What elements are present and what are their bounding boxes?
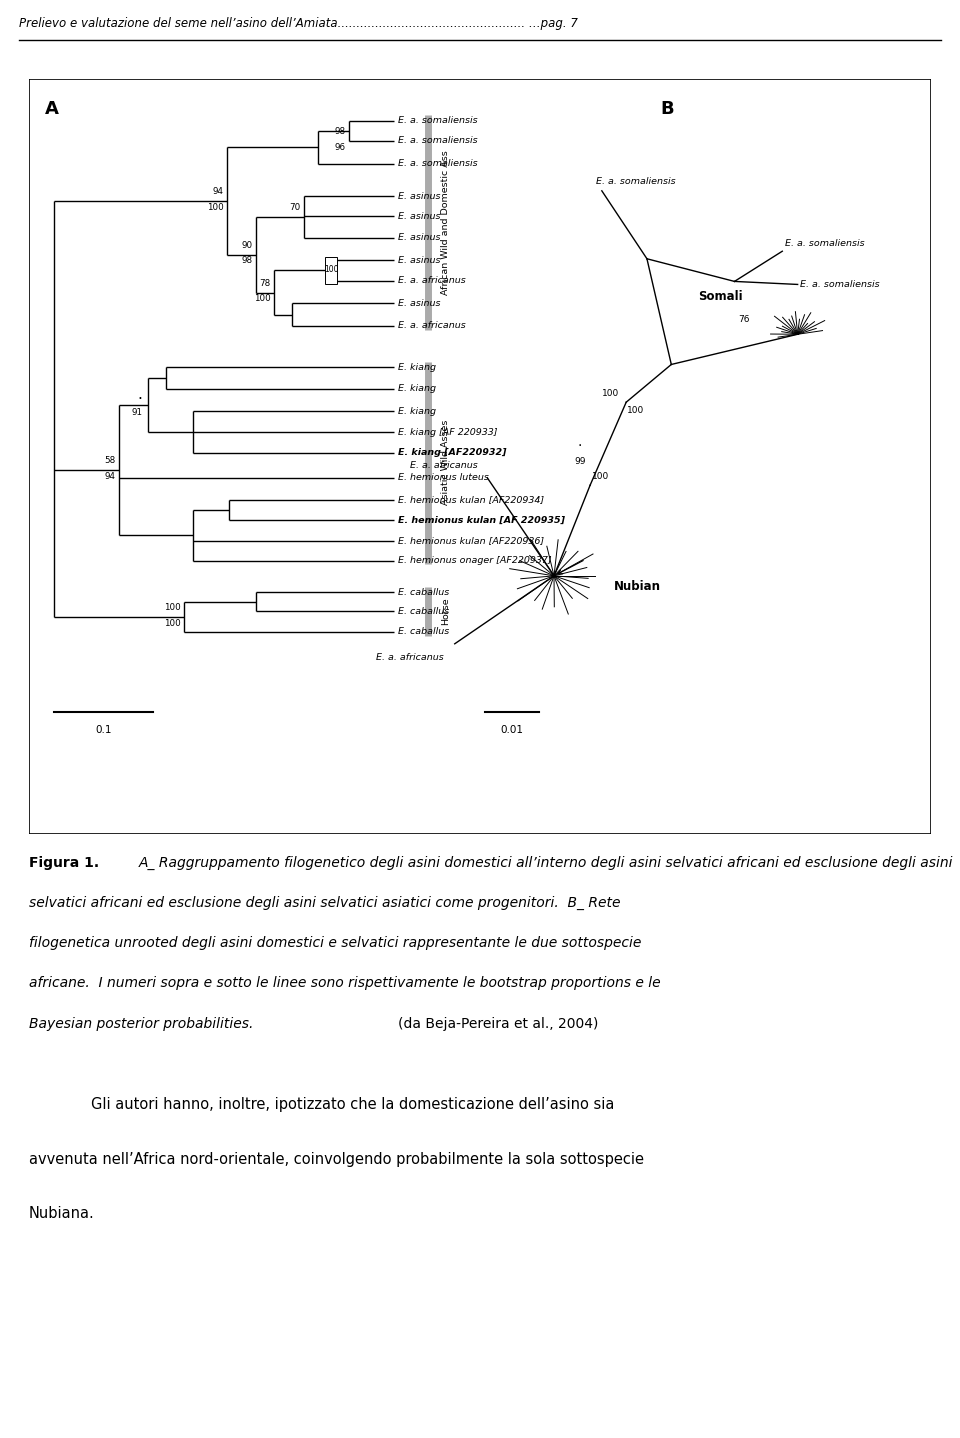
Text: avvenuta nell’Africa nord-orientale, coinvolgendo probabilmente la sola sottospe: avvenuta nell’Africa nord-orientale, coi… xyxy=(29,1152,644,1166)
Text: 100: 100 xyxy=(207,203,224,211)
Text: E. hemionus luteus: E. hemionus luteus xyxy=(397,473,489,482)
Text: 90: 90 xyxy=(242,242,252,250)
Text: Horse: Horse xyxy=(442,598,450,626)
Text: African Wild and Domestic Ass: African Wild and Domestic Ass xyxy=(442,150,450,295)
Text: ·: · xyxy=(577,439,582,453)
Text: E. caballus: E. caballus xyxy=(397,588,449,597)
Text: E. a. africanus: E. a. africanus xyxy=(376,653,444,661)
Text: 98: 98 xyxy=(334,128,346,137)
Text: Asiatic Wild Asses: Asiatic Wild Asses xyxy=(442,420,450,505)
Text: E. asinus: E. asinus xyxy=(397,233,441,242)
Text: (da Beja-Pereira et al., 2004): (da Beja-Pereira et al., 2004) xyxy=(398,1017,599,1031)
Text: E. asinus: E. asinus xyxy=(397,211,441,221)
Text: ·: · xyxy=(137,393,142,407)
Text: 96: 96 xyxy=(334,142,346,151)
Text: 99: 99 xyxy=(574,457,586,466)
Text: E. kiang [AF220932]: E. kiang [AF220932] xyxy=(397,449,506,457)
Text: Bayesian posterior probabilities.: Bayesian posterior probabilities. xyxy=(29,1017,253,1031)
Text: 98: 98 xyxy=(242,256,252,265)
Text: E. hemionus kulan [AF220934]: E. hemionus kulan [AF220934] xyxy=(397,495,544,505)
Text: E. a. somaliensis: E. a. somaliensis xyxy=(785,239,865,249)
Text: Nubian: Nubian xyxy=(613,580,660,592)
Text: E. kiang: E. kiang xyxy=(397,407,436,416)
Text: 100: 100 xyxy=(627,406,644,416)
Text: E. a. somaliensis: E. a. somaliensis xyxy=(397,160,477,168)
Text: 94: 94 xyxy=(213,187,224,197)
Text: E. a. somaliensis: E. a. somaliensis xyxy=(801,280,880,289)
Bar xyxy=(325,257,337,283)
Text: E. a. somaliensis: E. a. somaliensis xyxy=(397,116,477,125)
Text: E. a. somaliensis: E. a. somaliensis xyxy=(397,137,477,145)
Text: E. a. africanus: E. a. africanus xyxy=(397,276,466,285)
Text: E. a. somaliensis: E. a. somaliensis xyxy=(595,177,675,187)
Text: 100: 100 xyxy=(324,265,338,275)
Text: 100: 100 xyxy=(592,473,610,482)
Text: 78: 78 xyxy=(259,279,271,288)
Text: filogenetica unrooted degli asini domestici e selvatici rappresentante le due so: filogenetica unrooted degli asini domest… xyxy=(29,936,641,951)
Text: A_ Raggruppamento filogenetico degli asini domestici all’interno degli asini sel: A_ Raggruppamento filogenetico degli asi… xyxy=(139,856,953,870)
Text: africane.  I numeri sopra e sotto le linee sono rispettivamente le bootstrap pro: africane. I numeri sopra e sotto le line… xyxy=(29,976,660,991)
Text: A: A xyxy=(45,101,59,118)
Text: 0.01: 0.01 xyxy=(500,725,523,735)
Text: E. kiang: E. kiang xyxy=(397,384,436,393)
Text: 91: 91 xyxy=(132,408,142,417)
Text: E. a. africanus: E. a. africanus xyxy=(411,462,478,470)
Text: 100: 100 xyxy=(253,295,271,303)
Text: selvatici africani ed esclusione degli asini selvatici asiatici come progenitori: selvatici africani ed esclusione degli a… xyxy=(29,896,620,910)
Text: 100: 100 xyxy=(602,388,619,398)
Text: E. hemionus onager [AF220937]: E. hemionus onager [AF220937] xyxy=(397,557,551,565)
Text: B: B xyxy=(660,101,674,118)
Text: Somali: Somali xyxy=(698,290,743,303)
Text: Prelievo e valutazione del seme nell’asino dell’Amiata..........................: Prelievo e valutazione del seme nell’asi… xyxy=(19,17,578,30)
Text: 76: 76 xyxy=(737,315,749,324)
Text: E. asinus: E. asinus xyxy=(397,299,441,308)
Text: Figura 1.: Figura 1. xyxy=(29,856,99,870)
Text: Gli autori hanno, inoltre, ipotizzato che la domesticazione dell’asino sia: Gli autori hanno, inoltre, ipotizzato ch… xyxy=(91,1097,614,1112)
Text: E. kiang [AF 220933]: E. kiang [AF 220933] xyxy=(397,429,497,437)
Text: E. caballus: E. caballus xyxy=(397,607,449,615)
Text: E. caballus: E. caballus xyxy=(397,627,449,636)
Text: E. asinus: E. asinus xyxy=(397,191,441,201)
Text: 100: 100 xyxy=(163,620,180,628)
Text: Nubiana.: Nubiana. xyxy=(29,1206,94,1221)
Text: E. kiang: E. kiang xyxy=(397,362,436,372)
Text: 70: 70 xyxy=(289,203,300,211)
Text: E. a. africanus: E. a. africanus xyxy=(397,322,466,331)
Text: E. hemionus kulan [AF 220935]: E. hemionus kulan [AF 220935] xyxy=(397,515,564,525)
Text: E. asinus: E. asinus xyxy=(397,256,441,265)
Text: 0.1: 0.1 xyxy=(95,725,112,735)
Text: 58: 58 xyxy=(105,456,115,464)
Text: 100: 100 xyxy=(163,603,180,611)
Text: E. hemionus kulan [AF220936]: E. hemionus kulan [AF220936] xyxy=(397,536,544,545)
Text: 94: 94 xyxy=(105,473,115,482)
